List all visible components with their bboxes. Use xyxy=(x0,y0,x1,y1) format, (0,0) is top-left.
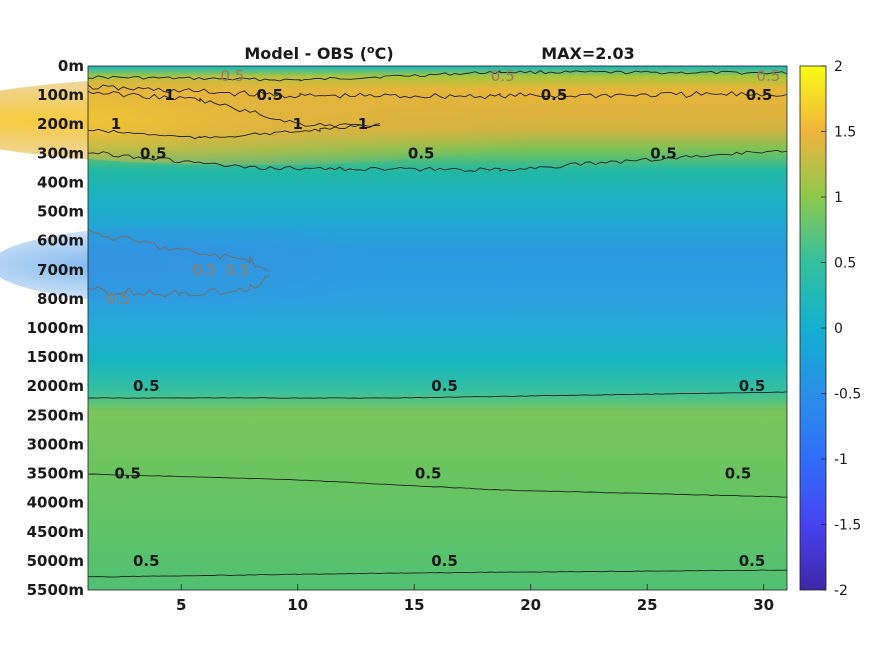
contour-label: 0.5 xyxy=(739,552,766,570)
x-tick-label: 30 xyxy=(753,596,774,614)
colorbar-tick-label: -1.5 xyxy=(834,518,861,534)
contour-line-positive xyxy=(87,84,788,100)
y-tick-label: 800m xyxy=(37,290,84,308)
contour-label-negative: 0.5 xyxy=(193,261,217,279)
colorbar-tick-label: -1 xyxy=(834,452,848,468)
contour-label: 1 xyxy=(358,115,368,133)
contour-label-negative: 0.5 xyxy=(225,261,249,279)
y-tick-label: 4500m xyxy=(27,523,84,541)
contour-label: 0.5 xyxy=(408,144,435,162)
contour-label: 0.5 xyxy=(746,86,773,104)
contour-labels: 0.5 0.5 0.51 0.5 0.5 0.51 110.5 0.5 0.50.5 0.50.5… xyxy=(106,67,780,570)
y-tick-label: 500m xyxy=(37,203,84,221)
contour-line-positive xyxy=(87,70,788,82)
x-tick-label: 10 xyxy=(287,596,308,614)
y-tick-label: 300m xyxy=(37,144,84,162)
contour-label: 1 xyxy=(111,115,121,133)
y-tick-label: 600m xyxy=(37,232,84,250)
contour-label: 1 xyxy=(164,86,174,104)
colorbar-tick-label: 1.5 xyxy=(834,125,856,141)
y-tick-label: 5500m xyxy=(27,581,84,599)
y-tick-label: 100m xyxy=(37,86,84,104)
y-tick-label: 700m xyxy=(37,261,84,279)
max-value-label: MAX=2.03 xyxy=(541,44,635,63)
contour-label: 1 xyxy=(292,115,302,133)
y-tick-label: 1500m xyxy=(27,348,84,366)
y-tick-label: 400m xyxy=(37,173,84,191)
heatmap-plot-area: 0.5 0.5 0.51 0.5 0.5 0.51 110.5 0.5 0.50.5 0.50.5… xyxy=(0,65,788,591)
x-tick-label: 5 xyxy=(176,596,186,614)
x-axis-tick-labels: 5 10 15 20 25 30 xyxy=(176,584,774,614)
contour-line-positive xyxy=(87,391,788,399)
contour-label: 0.5 xyxy=(739,377,766,395)
colorbar-tick-label: 1 xyxy=(834,190,843,206)
colorbar-tick-label: 0.5 xyxy=(834,256,856,272)
plot-frame xyxy=(87,65,788,591)
colorbar: 2 1.5 1 0.5 0 -0.5 -1 -1.5 -2 xyxy=(799,59,861,599)
contour-lines xyxy=(87,70,788,578)
contour-label: 0.5 xyxy=(415,465,442,483)
contour-label: 0.5 xyxy=(133,377,160,395)
contour-line-positive xyxy=(87,90,381,129)
contour-line-positive xyxy=(88,569,788,578)
colorbar-tick-label: 2 xyxy=(834,59,843,75)
y-tick-label: 5000m xyxy=(27,552,84,570)
contour-line-positive xyxy=(87,124,381,140)
contour-label: 0.5 xyxy=(650,144,677,162)
contour-label-negative: 0.5 xyxy=(756,67,780,85)
y-axis-depth-labels: 0m 100m 200m 300m 400m 500m 600m 700m 800m 1000m 1… xyxy=(27,57,84,599)
contour-label: 0.5 xyxy=(431,377,458,395)
y-tick-label: 4000m xyxy=(27,494,84,512)
colorbar-tick-label: 0 xyxy=(834,321,843,337)
colorbar-tick-label: -0.5 xyxy=(834,387,861,403)
chart-title: Model - OBS (oC) xyxy=(244,43,393,63)
y-tick-label: 200m xyxy=(37,115,84,133)
colorbar-tick-label: -2 xyxy=(834,583,848,599)
contour-label: 0.5 xyxy=(114,465,141,483)
cool-anomaly-region xyxy=(0,225,390,305)
contour-label: 0.5 xyxy=(431,552,458,570)
contour-label: 0.5 xyxy=(140,144,167,162)
contour-line-negative xyxy=(87,274,271,298)
contour-label: 0.5 xyxy=(541,86,568,104)
contour-line-positive xyxy=(87,473,788,498)
y-tick-label: 2500m xyxy=(27,406,84,424)
contour-line-positive xyxy=(87,149,788,173)
title-unit-superscript: o xyxy=(367,43,375,56)
contour-label: 0.5 xyxy=(725,465,752,483)
contour-label: 0.5 xyxy=(133,552,160,570)
y-tick-label: 2000m xyxy=(27,377,84,395)
x-tick-label: 15 xyxy=(404,596,425,614)
contour-label-negative: 0.5 xyxy=(491,67,515,85)
contour-line-negative xyxy=(87,228,271,272)
y-tick-label: 1000m xyxy=(27,319,84,337)
y-tick-label: 0m xyxy=(58,57,84,75)
colorbar-tick-labels: 2 1.5 1 0.5 0 -0.5 -1 -1.5 -2 xyxy=(821,59,861,599)
contour-label: 0.5 xyxy=(256,86,283,104)
y-tick-label: 3500m xyxy=(27,465,84,483)
x-tick-label: 25 xyxy=(637,596,658,614)
contour-label-negative: 0.5 xyxy=(106,290,130,308)
y-tick-label: 3000m xyxy=(27,435,84,453)
x-tick-label: 20 xyxy=(520,596,541,614)
contour-label-negative: 0.5 xyxy=(221,67,245,85)
